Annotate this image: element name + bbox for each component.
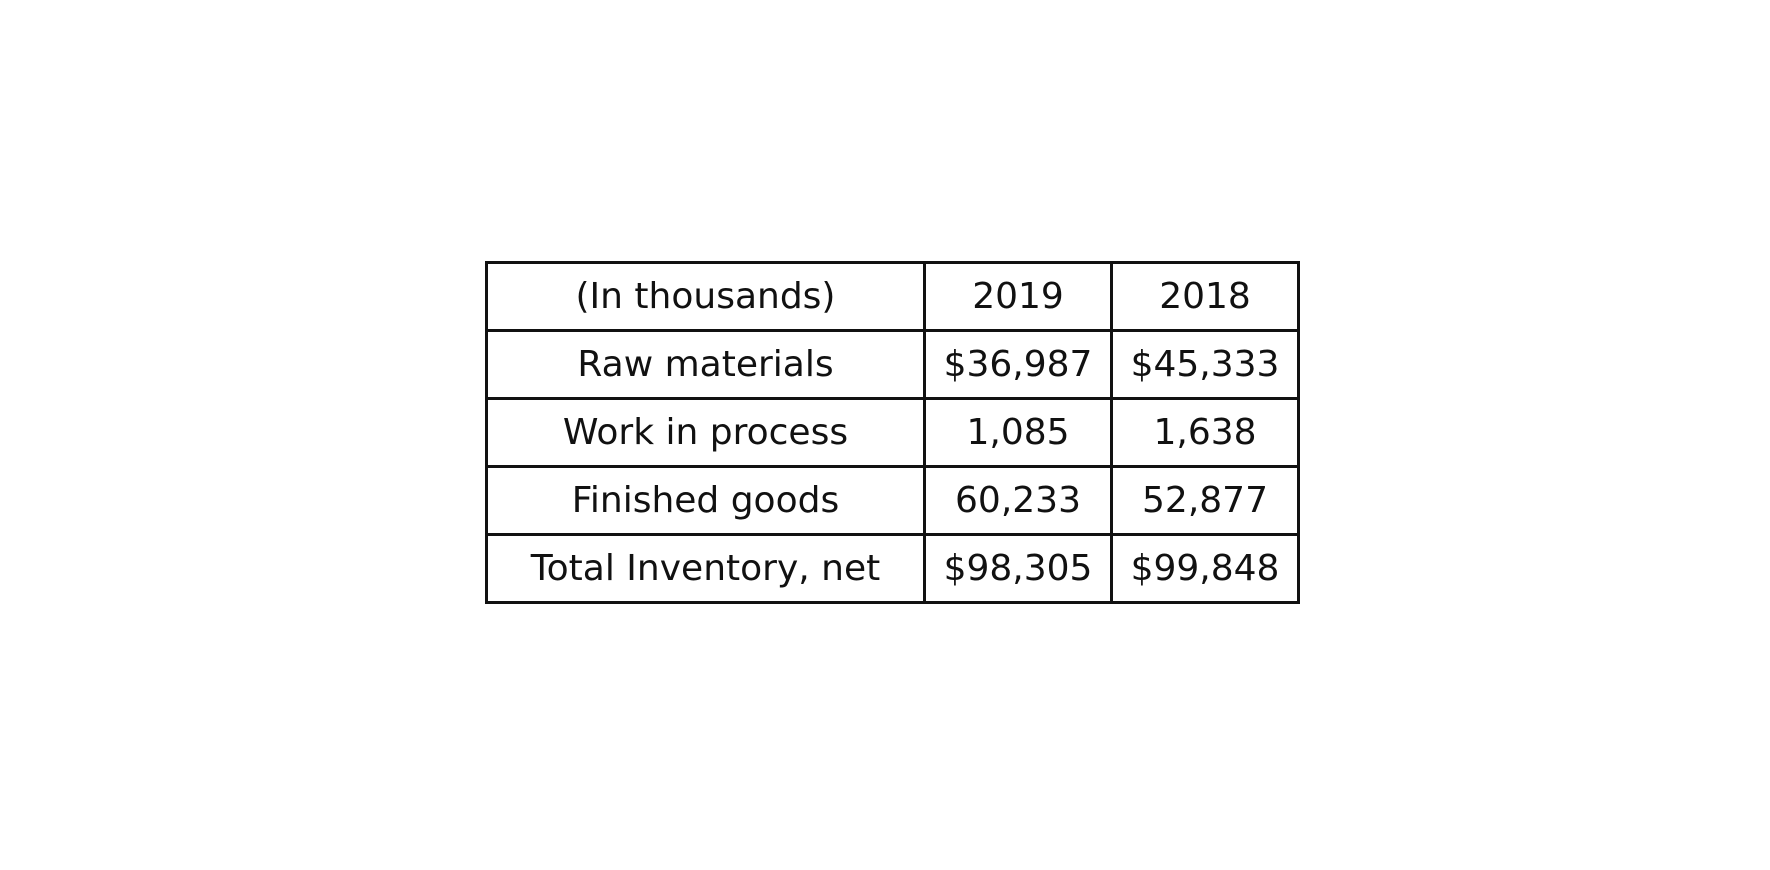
row-label: Finished goods [485,465,926,536]
table-row: Raw materials $36,987 $45,333 [485,329,1300,400]
table-row: Work in process 1,085 1,638 [485,397,1300,468]
value-2018: $99,848 [1110,533,1300,604]
header-cell-2018: 2018 [1110,261,1300,332]
value-2018: 52,877 [1110,465,1300,536]
value-2019: 1,085 [923,397,1113,468]
row-label: Work in process [485,397,926,468]
value-2018: $45,333 [1110,329,1300,400]
header-cell-2019: 2019 [923,261,1113,332]
inventory-table: (In thousands) 2019 2018 Raw materials $… [485,261,1300,604]
total-row: Total Inventory, net $98,305 $99,848 [485,533,1300,604]
value-2019: $36,987 [923,329,1113,400]
header-row: (In thousands) 2019 2018 [485,261,1300,332]
table-row: Finished goods 60,233 52,877 [485,465,1300,536]
value-2018: 1,638 [1110,397,1300,468]
row-label: Total Inventory, net [485,533,926,604]
value-2019: 60,233 [923,465,1113,536]
row-label: Raw materials [485,329,926,400]
value-2019: $98,305 [923,533,1113,604]
header-cell-label: (In thousands) [485,261,926,332]
